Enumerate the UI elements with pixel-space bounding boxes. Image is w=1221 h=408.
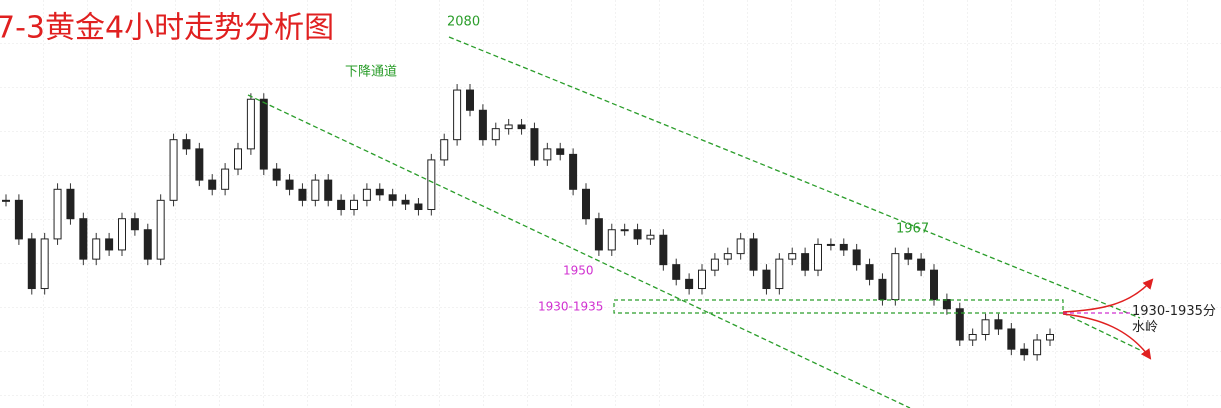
candle xyxy=(698,269,706,290)
candle xyxy=(362,188,371,201)
candle xyxy=(852,249,861,266)
candle xyxy=(865,264,874,280)
candle xyxy=(53,188,62,240)
candle xyxy=(466,89,474,111)
candle xyxy=(27,238,36,290)
candle xyxy=(272,168,281,181)
candle xyxy=(375,188,384,196)
candle xyxy=(195,148,204,181)
candle xyxy=(169,139,178,201)
candle xyxy=(504,124,513,130)
channel-upper xyxy=(448,36,1141,319)
candle xyxy=(246,98,255,150)
candle xyxy=(942,299,951,310)
candle xyxy=(92,238,101,260)
candle xyxy=(904,253,913,260)
candle xyxy=(839,243,848,251)
candle xyxy=(324,179,333,201)
arrow-up xyxy=(1062,278,1154,313)
annotation: 1967 xyxy=(896,222,929,237)
annotation: 2080 xyxy=(447,15,480,30)
candle xyxy=(878,278,887,301)
candle xyxy=(491,128,500,141)
candle xyxy=(736,238,745,255)
candle xyxy=(594,218,603,251)
candle xyxy=(221,168,230,190)
candle xyxy=(298,188,307,201)
candle xyxy=(14,199,23,240)
pivot-note: 1930-1935分水岭 xyxy=(1132,304,1216,335)
candle xyxy=(453,89,462,141)
candle xyxy=(182,139,191,150)
candle xyxy=(556,148,565,155)
candle xyxy=(801,253,810,271)
annotation: 1950 xyxy=(563,264,594,278)
candle xyxy=(208,179,217,190)
candle xyxy=(401,199,410,205)
candle xyxy=(66,188,75,220)
candle xyxy=(646,234,655,240)
candle xyxy=(1020,348,1029,356)
candle xyxy=(968,333,977,341)
candle xyxy=(955,308,964,341)
candle xyxy=(891,253,900,301)
candle xyxy=(517,124,526,130)
candle xyxy=(478,109,487,141)
candle xyxy=(775,258,784,290)
candle xyxy=(749,238,758,271)
candle xyxy=(105,238,114,251)
candles xyxy=(2,84,1054,361)
candle xyxy=(723,253,732,260)
candle xyxy=(981,319,990,335)
candle xyxy=(917,258,926,271)
candle xyxy=(79,218,88,260)
candle xyxy=(788,253,797,260)
candle xyxy=(930,269,938,301)
candle xyxy=(350,199,358,211)
candle xyxy=(234,148,242,170)
candle xyxy=(762,269,771,290)
candle xyxy=(633,229,642,240)
candle xyxy=(672,264,681,280)
candle xyxy=(337,199,346,211)
candle xyxy=(156,199,165,260)
candle xyxy=(130,218,139,231)
arrow-down xyxy=(1062,313,1152,360)
candle xyxy=(143,229,152,260)
candle xyxy=(582,188,590,220)
candle xyxy=(285,179,294,190)
candle xyxy=(659,234,668,266)
candle xyxy=(414,203,423,211)
candle xyxy=(994,319,1003,330)
candle xyxy=(440,139,449,161)
candle xyxy=(543,148,552,161)
candle xyxy=(311,179,320,201)
candle xyxy=(607,229,616,251)
channel-label: 下降通道 xyxy=(345,65,397,80)
channel-upper-ext xyxy=(1062,312,1141,351)
candle xyxy=(569,153,578,190)
candle xyxy=(1046,333,1054,341)
candle xyxy=(826,243,835,246)
candle xyxy=(814,243,822,271)
annotation: 1930-1935 xyxy=(538,300,603,314)
candle xyxy=(710,258,719,271)
candle xyxy=(427,159,436,211)
candle xyxy=(1007,328,1016,350)
channel-lower xyxy=(247,94,911,408)
candle xyxy=(530,128,539,161)
candle xyxy=(40,238,49,290)
candle xyxy=(259,98,268,170)
candle xyxy=(388,194,397,201)
support-zone xyxy=(613,299,1064,314)
candle xyxy=(620,229,629,232)
candle xyxy=(2,199,10,202)
candle xyxy=(118,218,126,251)
chart-title: 7-3黄金4小时走势分析图 xyxy=(0,11,334,46)
candle xyxy=(685,278,694,290)
candle xyxy=(1033,339,1042,356)
